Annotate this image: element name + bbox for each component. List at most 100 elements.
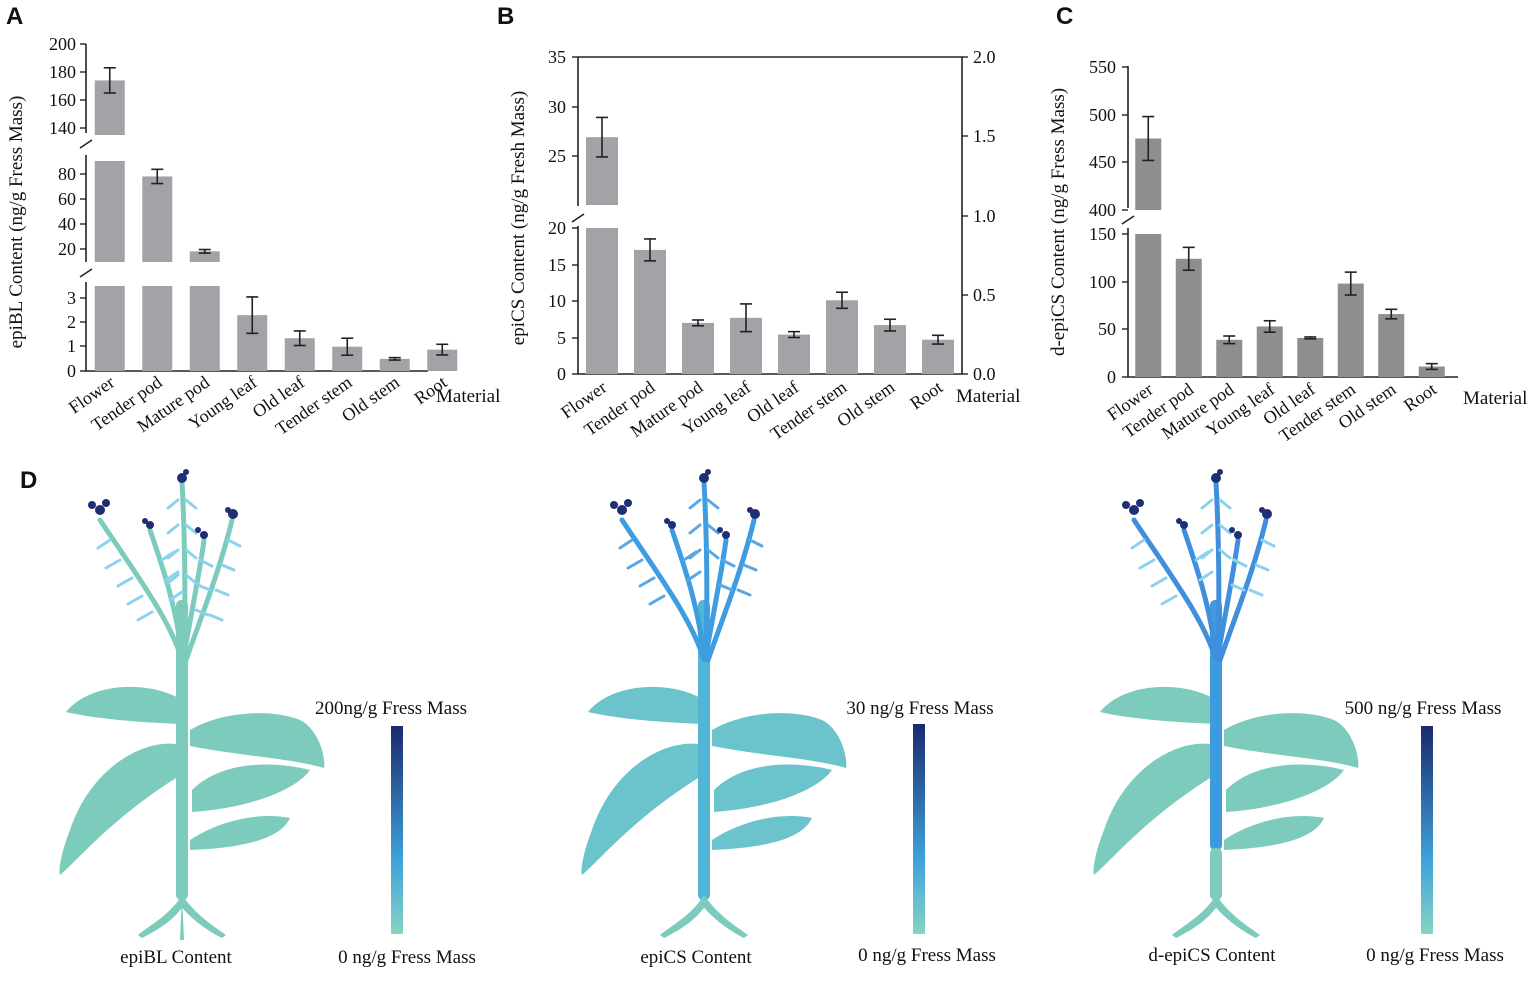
error-bar-old-stem (1385, 308, 1398, 320)
chart-a-ytick: 160 (49, 90, 76, 110)
plant-illustration-epibl (59, 469, 325, 940)
chart-c-ytick: 100 (1089, 272, 1116, 292)
chart-b-ytick: 25 (548, 146, 566, 166)
legend-title-d-epics: d-epiCS Content (1148, 945, 1276, 966)
chart-b-ytick: 30 (548, 97, 566, 117)
chart-b-xlabel: Material (956, 386, 1020, 407)
chart-a-xlabel: Material (436, 386, 500, 407)
error-bar-old-stem (884, 318, 896, 332)
chart-a-ytick: 80 (58, 164, 76, 184)
category-label: Root (906, 377, 946, 413)
error-bar-young-leaf (1263, 319, 1276, 333)
chart-a-ytick: 1 (67, 336, 76, 356)
chart-a-ytick: 200 (49, 34, 76, 54)
bar-root (1418, 366, 1445, 377)
bar-mature-pod (682, 322, 714, 374)
chart-b-ytick-right: 2.0 (973, 47, 996, 67)
chart-c: d-epiCS Content (ng/g Fress Mass) Materi… (1048, 57, 1527, 446)
chart-c-ytick: 50 (1098, 319, 1116, 339)
legend-min-d-epics: 0 ng/g Fress Mass (1366, 945, 1504, 966)
bar-root (427, 349, 458, 371)
chart-b-ytick: 15 (548, 255, 566, 275)
chart-b-ytick-right: 0.5 (973, 285, 996, 305)
chart-b: epiCS Content (ng/g Fresh Mass) Material… (508, 47, 1020, 444)
error-bar-tender-pod (151, 168, 164, 185)
legend-max-d-epics: 500 ng/g Fress Mass (1345, 698, 1502, 719)
error-bar-tender-pod (644, 238, 656, 262)
legend-max-epibl: 200ng/g Fress Mass (315, 698, 467, 719)
plant-illustration-epics (581, 469, 847, 938)
chart-c-ytick: 500 (1089, 105, 1116, 125)
chart-a-ytick: 2 (67, 312, 76, 332)
chart-b-ytick: 0 (557, 364, 566, 384)
plant-illustration-d-epics (1093, 469, 1359, 938)
error-bar-old-stem (388, 356, 401, 361)
bar-flower (1135, 234, 1162, 377)
error-bar-tender-stem (836, 291, 848, 310)
chart-a-ytick: 180 (49, 62, 76, 82)
chart-a-ytick: 3 (67, 288, 76, 308)
chart-b-ytick-right: 1.5 (973, 126, 996, 146)
bar-flower (94, 286, 125, 371)
error-bar-root (932, 334, 944, 345)
error-bar-old-leaf (1304, 336, 1317, 340)
chart-a-ytick: 20 (58, 239, 76, 259)
panel-letter-b: B (497, 3, 514, 30)
error-bar-flower (1142, 115, 1155, 162)
legend-max-epics: 30 ng/g Fress Mass (846, 698, 993, 719)
error-bar-root (1425, 362, 1438, 371)
chart-b-ytick-right: 0.0 (973, 364, 996, 384)
legend-gradient-bar-epics (913, 724, 925, 934)
chart-c-ytick: 400 (1089, 200, 1116, 220)
error-bar-flower (103, 67, 116, 94)
chart-a-ytick: 0 (67, 361, 76, 381)
bar-root (922, 339, 954, 374)
bar-old-leaf (1297, 337, 1324, 377)
error-bar-tender-pod (1182, 246, 1195, 272)
bar-tender-pod (634, 249, 666, 374)
bar-tender-pod (1175, 258, 1202, 377)
bar-tender-pod (142, 176, 173, 262)
bar-mature-pod (1216, 339, 1243, 377)
chart-b-ytick: 10 (548, 291, 566, 311)
chart-b-ytick: 5 (557, 328, 566, 348)
error-bar-mature-pod (198, 248, 211, 254)
chart-c-ytick: 450 (1089, 152, 1116, 172)
legend-title-epics: epiCS Content (640, 947, 752, 968)
chart-b-ytick: 20 (548, 218, 566, 238)
chart-a-ytick: 40 (58, 214, 76, 234)
chart-a-ylabel: epiBL Content (ng/g Fress Mass) (6, 96, 27, 349)
bar-tender-stem (826, 300, 858, 374)
chart-a-ytick: 140 (49, 118, 76, 138)
panel-letter-a: A (6, 3, 23, 30)
legend-gradient-bar-epibl (391, 726, 403, 934)
legend-title-epibl: epiBL Content (120, 947, 232, 968)
bar-mature-pod (189, 251, 220, 262)
legend-gradient-bar-d-epics (1421, 726, 1433, 934)
chart-c-ytick: 0 (1107, 367, 1116, 387)
chart-b-ylabel: epiCS Content (ng/g Fresh Mass) (508, 91, 529, 345)
error-bar-root (436, 343, 449, 356)
chart-c-ytick: 550 (1089, 57, 1116, 77)
error-bar-mature-pod (692, 319, 704, 327)
chart-b-ytick: 35 (548, 47, 566, 67)
chart-c-xlabel: Material (1463, 388, 1527, 409)
bar-flower (586, 228, 618, 374)
error-bar-old-leaf (293, 330, 306, 347)
bar-flower (94, 161, 125, 262)
bar-tender-pod (142, 286, 173, 371)
error-bar-flower (596, 116, 608, 158)
bar-old-leaf (778, 334, 810, 374)
bar-young-leaf (1256, 326, 1283, 377)
error-bar-mature-pod (1223, 335, 1236, 345)
error-bar-old-leaf (788, 330, 800, 339)
error-bar-tender-stem (341, 337, 354, 357)
bar-old-stem (1378, 314, 1405, 377)
error-bar-young-leaf (246, 296, 259, 335)
bar-old-stem (379, 358, 410, 371)
bar-tender-stem (1337, 283, 1364, 377)
